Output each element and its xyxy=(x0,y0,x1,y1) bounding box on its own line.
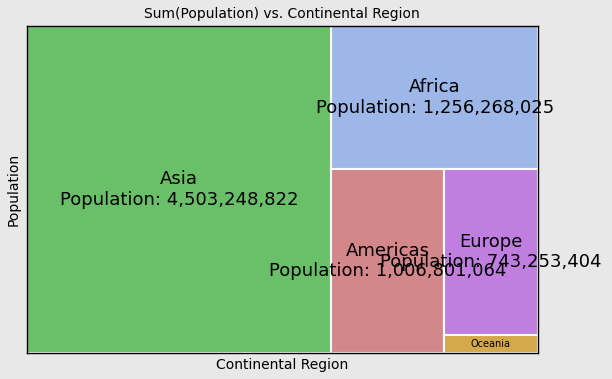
FancyBboxPatch shape xyxy=(331,169,444,352)
FancyBboxPatch shape xyxy=(444,169,538,335)
Text: Oceania: Oceania xyxy=(471,338,511,349)
Text: Americas
Population: 1,006,801,064: Americas Population: 1,006,801,064 xyxy=(269,241,506,280)
X-axis label: Continental Region: Continental Region xyxy=(216,358,348,372)
FancyBboxPatch shape xyxy=(26,26,331,352)
Y-axis label: Population: Population xyxy=(7,153,21,226)
FancyBboxPatch shape xyxy=(331,26,538,169)
FancyBboxPatch shape xyxy=(444,335,538,352)
Text: Asia
Population: 4,503,248,822: Asia Population: 4,503,248,822 xyxy=(59,170,298,209)
Text: Africa
Population: 1,256,268,025: Africa Population: 1,256,268,025 xyxy=(316,78,554,117)
Text: Europe
Population: 743,253,404: Europe Population: 743,253,404 xyxy=(380,233,602,271)
Title: Sum(Population) vs. Continental Region: Sum(Population) vs. Continental Region xyxy=(144,7,420,21)
